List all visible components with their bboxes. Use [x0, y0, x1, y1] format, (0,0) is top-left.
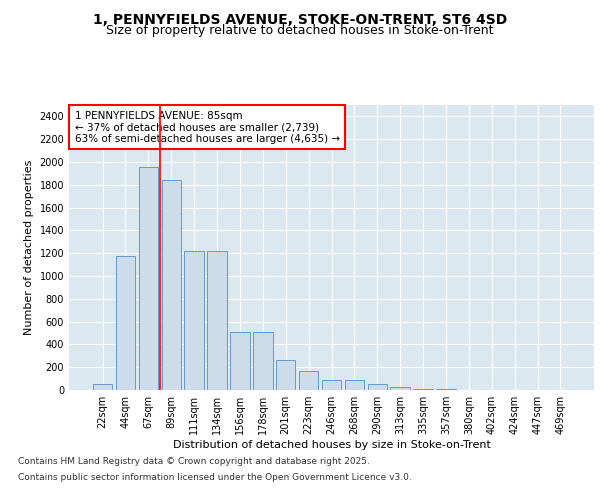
- Bar: [368, 384, 387, 390]
- X-axis label: Distribution of detached houses by size in Stoke-on-Trent: Distribution of detached houses by size …: [173, 440, 490, 450]
- Y-axis label: Number of detached properties: Number of detached properties: [24, 160, 34, 335]
- Bar: [253, 332, 272, 390]
- Text: Size of property relative to detached houses in Stoke-on-Trent: Size of property relative to detached ho…: [106, 24, 494, 37]
- Bar: [344, 380, 364, 390]
- Text: 1 PENNYFIELDS AVENUE: 85sqm
← 37% of detached houses are smaller (2,739)
63% of : 1 PENNYFIELDS AVENUE: 85sqm ← 37% of det…: [74, 110, 340, 144]
- Text: Contains public sector information licensed under the Open Government Licence v3: Contains public sector information licen…: [18, 472, 412, 482]
- Bar: [413, 389, 433, 390]
- Bar: [276, 360, 295, 390]
- Text: Contains HM Land Registry data © Crown copyright and database right 2025.: Contains HM Land Registry data © Crown c…: [18, 458, 370, 466]
- Bar: [139, 166, 158, 390]
- Bar: [184, 251, 204, 390]
- Bar: [116, 256, 135, 390]
- Bar: [230, 332, 250, 390]
- Text: 1, PENNYFIELDS AVENUE, STOKE-ON-TRENT, ST6 4SD: 1, PENNYFIELDS AVENUE, STOKE-ON-TRENT, S…: [93, 12, 507, 26]
- Bar: [391, 386, 410, 390]
- Bar: [93, 384, 112, 390]
- Bar: [208, 251, 227, 390]
- Bar: [161, 180, 181, 390]
- Bar: [322, 380, 341, 390]
- Bar: [299, 371, 319, 390]
